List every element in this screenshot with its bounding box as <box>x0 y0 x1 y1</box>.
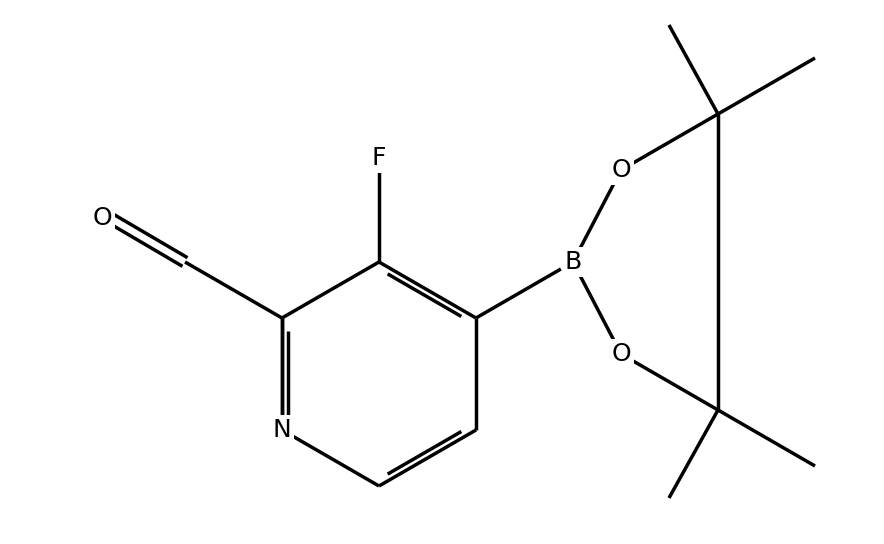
Text: B: B <box>564 250 582 274</box>
Text: O: O <box>611 158 631 182</box>
Text: N: N <box>272 418 292 442</box>
Text: O: O <box>92 206 111 230</box>
Text: F: F <box>372 146 386 170</box>
Text: O: O <box>611 342 631 366</box>
